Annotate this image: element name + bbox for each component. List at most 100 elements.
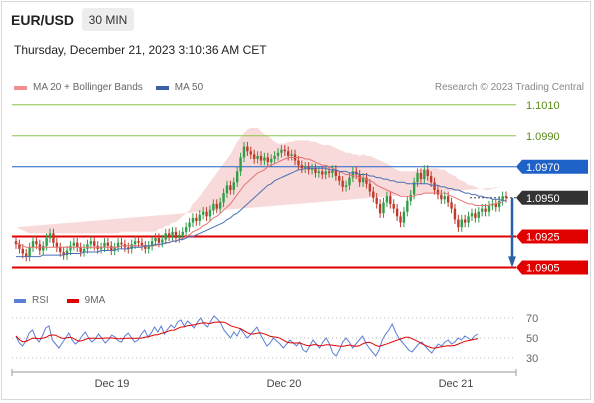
candle-body — [324, 171, 327, 175]
candle-body — [93, 241, 96, 246]
candle-body — [198, 214, 201, 221]
candle-body — [443, 196, 446, 200]
price-label-text: 1.0950 — [526, 193, 560, 205]
candle-body — [480, 208, 484, 212]
candle-body — [283, 149, 287, 152]
x-axis-label: Dec 19 — [95, 378, 130, 390]
candle-body — [426, 169, 429, 177]
candle-body — [361, 177, 365, 183]
candle-body — [372, 191, 375, 198]
candle-body — [259, 155, 263, 161]
candle-body — [358, 174, 361, 183]
timestamp: Thursday, December 21, 2023 3:10:36 AM C… — [14, 43, 267, 57]
candle-body — [467, 216, 470, 223]
candle-body — [310, 168, 314, 170]
candle-body — [42, 245, 45, 251]
candle-body — [256, 155, 259, 159]
candle-body — [178, 234, 181, 239]
candle-body — [31, 241, 35, 248]
candle-body — [201, 211, 205, 215]
candle-body — [338, 176, 341, 181]
candle-body — [440, 194, 443, 200]
candle-body — [402, 211, 406, 223]
candle-body — [133, 241, 137, 245]
legend-item-bollinger: MA 20 + Bollinger Bands — [14, 82, 143, 93]
price-label-text: 1.0990 — [526, 131, 560, 143]
rsi-line — [15, 315, 479, 357]
rsi-legend: RSI 9MA — [14, 295, 123, 306]
candle-body — [28, 247, 31, 257]
candle-body — [392, 203, 395, 209]
candle-body — [181, 231, 184, 235]
candle-body — [406, 200, 409, 212]
candle-body — [423, 169, 426, 180]
price-label-1.1010: 1.1010 — [526, 100, 560, 112]
rsi-tick-label: 30 — [526, 353, 538, 365]
ma9-swatch — [66, 298, 79, 303]
candle-body — [59, 247, 62, 252]
timeframe-badge[interactable]: 30 MIN — [82, 8, 134, 31]
candle-body — [157, 238, 161, 243]
legend-item-9ma: 9MA — [66, 295, 106, 306]
ma50-swatch — [155, 85, 169, 90]
symbol-title: EUR/USD — [11, 12, 75, 28]
candle-body — [249, 151, 252, 155]
candle-body — [52, 233, 55, 243]
candle-body — [304, 166, 307, 169]
candle-body — [263, 157, 266, 161]
candle-body — [416, 172, 419, 183]
candle-body — [276, 152, 280, 156]
candle-body — [35, 241, 38, 245]
candle-body — [501, 196, 504, 201]
candle-body — [184, 227, 188, 232]
price-label-box — [516, 159, 588, 174]
candle-body — [453, 208, 457, 220]
ma50-line — [16, 167, 506, 258]
candle-body — [116, 242, 120, 248]
legend-label-rsi: RSI — [32, 295, 49, 306]
candle-body — [218, 202, 222, 209]
candle-body — [79, 247, 82, 252]
legend-item-rsi: RSI — [14, 295, 49, 306]
candle-body — [494, 203, 497, 208]
price-label-1.0950: 1.0950 — [516, 190, 588, 205]
candle-body — [225, 185, 229, 194]
candle-body — [222, 193, 225, 203]
candle-body — [297, 160, 300, 166]
price-label-box — [516, 229, 588, 244]
candle-body — [385, 196, 389, 203]
x-axis-label: Dec 20 — [267, 378, 302, 390]
candle-body — [317, 171, 321, 173]
price-label-text: 1.0925 — [526, 232, 560, 244]
candle-body — [378, 203, 382, 214]
candle-body — [195, 217, 198, 221]
candle-body — [334, 169, 338, 177]
candle-body — [72, 242, 76, 246]
candle-body — [344, 185, 348, 187]
candle-body — [382, 202, 385, 214]
candle-body — [137, 241, 140, 243]
candle-body — [25, 253, 28, 257]
candle-body — [144, 245, 147, 249]
candle-body — [375, 197, 378, 204]
candle-body — [18, 244, 21, 249]
rsi-tick-label: 50 — [526, 333, 538, 345]
price-label-1.0990: 1.0990 — [526, 131, 560, 143]
candle-body — [76, 242, 79, 248]
candle-body — [161, 239, 164, 243]
candle-body — [433, 182, 436, 190]
candle-body — [191, 217, 195, 223]
credit-text: Research © 2023 Trading Central — [434, 82, 584, 93]
candle-body — [252, 154, 256, 159]
rsi-ma-line — [15, 321, 479, 349]
candle-body — [106, 242, 110, 246]
bollinger-band — [16, 128, 503, 234]
x-axis-label: Dec 21 — [439, 378, 474, 390]
legend-label-9ma: 9MA — [84, 295, 106, 306]
projection-arrow-head — [508, 256, 516, 268]
candle-body — [127, 247, 130, 249]
candle-body — [457, 219, 460, 228]
candle-body — [212, 203, 215, 211]
